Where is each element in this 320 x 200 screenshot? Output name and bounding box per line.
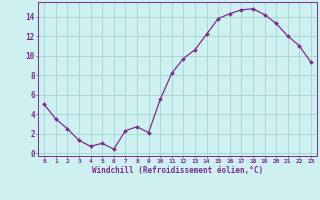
X-axis label: Windchill (Refroidissement éolien,°C): Windchill (Refroidissement éolien,°C) <box>92 166 263 175</box>
